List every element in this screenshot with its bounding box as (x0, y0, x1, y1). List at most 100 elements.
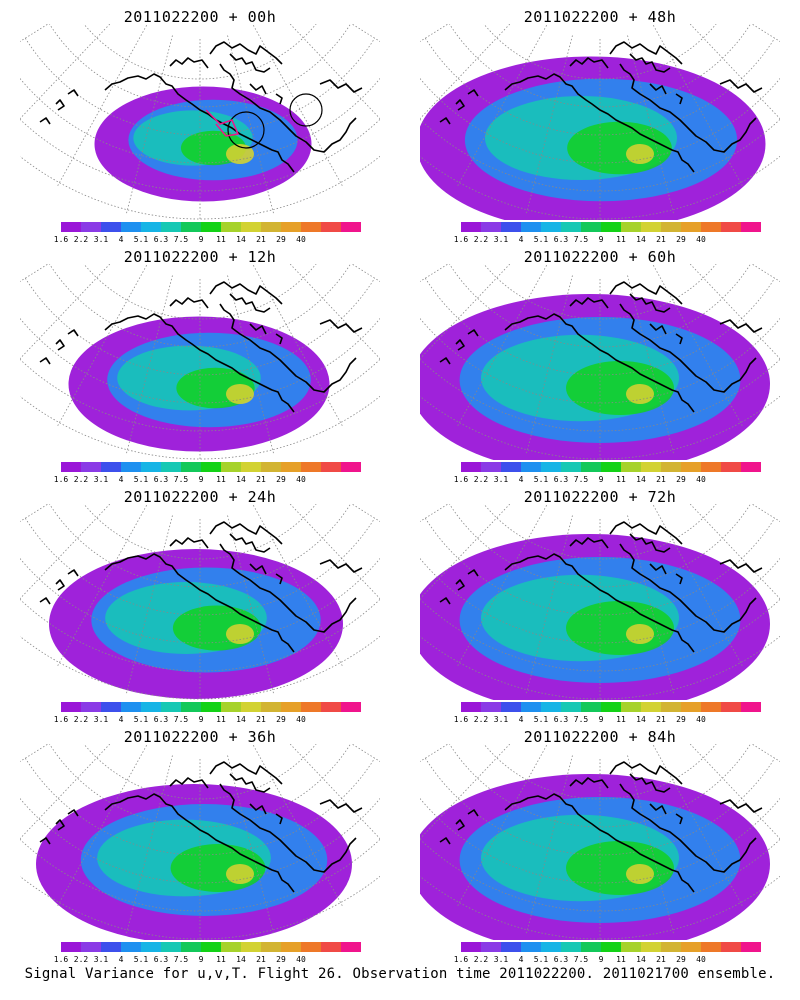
panel-title: 2011022200 + 48h (523, 8, 677, 26)
colorbar-swatch (61, 702, 81, 712)
colorbar-tick-label: 5.1 (533, 955, 549, 964)
colorbar-labels: 1.6 2.2 3.1 4 5.1 6.3 7.5 9 11 14 21 29 40 (454, 955, 761, 965)
colorbar-swatch (101, 462, 121, 472)
colorbar-tick-label: 14 (236, 955, 246, 964)
colorbar-tick-label: 40 (696, 955, 706, 964)
panel-title: 2011022200 + 12h (123, 248, 277, 266)
colorbar-tick-label: 40 (296, 955, 306, 964)
colorbar-tick-label: 4 (118, 955, 124, 964)
colorbar-swatch (161, 222, 181, 232)
polar-map (20, 504, 380, 700)
colorbar-swatch (61, 462, 81, 472)
panel-title: 2011022200 + 24h (123, 488, 277, 506)
colorbar-tick-label: 14 (236, 475, 246, 484)
colorbar (461, 222, 761, 232)
colorbar-swatch (721, 942, 741, 952)
colorbar-tick-label: 3.1 (93, 955, 109, 964)
colorbar-swatch (521, 222, 541, 232)
colorbar-tick-label: 1.6 (453, 955, 469, 964)
colorbar-tick-label: 7.5 (573, 955, 589, 964)
colorbar-tick-label: 29 (276, 235, 286, 244)
colorbar-swatch (741, 462, 761, 472)
colorbar-swatch (461, 942, 481, 952)
colorbar-tick-label: 21 (256, 475, 266, 484)
colorbar-swatch (141, 462, 161, 472)
colorbar-swatch (241, 702, 261, 712)
colorbar-tick-label: 5.1 (133, 955, 149, 964)
colorbar-tick-label: 6.3 (553, 475, 569, 484)
colorbar-swatch (261, 462, 281, 472)
colorbar-swatch (561, 942, 581, 952)
forecast-panel-36h: 2011022200 + 36h 1.6 2.2 3.1 4 5.1 6.3 7.5 9 11 1… (0, 720, 400, 964)
panel-title: 2011022200 + 84h (523, 728, 677, 746)
colorbar-tick-label: 29 (676, 235, 686, 244)
colorbar-tick-label: 11 (616, 235, 626, 244)
colorbar-swatch (261, 702, 281, 712)
colorbar-tick-label: 29 (276, 475, 286, 484)
colorbar-tick-label: 21 (256, 955, 266, 964)
colorbar-tick-label: 3.1 (93, 475, 109, 484)
colorbar-tick-label: 7.5 (573, 235, 589, 244)
polar-map (20, 24, 380, 220)
colorbar-swatch (241, 942, 261, 952)
colorbar-tick-label: 6.3 (553, 715, 569, 724)
colorbar-tick-label: 5.1 (133, 475, 149, 484)
colorbar-tick-label: 29 (276, 955, 286, 964)
colorbar-swatch (201, 222, 221, 232)
colorbar-swatch (701, 462, 721, 472)
colorbar-swatch (481, 462, 501, 472)
polar-map (420, 504, 780, 700)
colorbar-swatch (301, 702, 321, 712)
forecast-panel-00h: 2011022200 + 00h 1.6 2.2 3.1 4 5.1 6.3 7.5 9 11 1… (0, 0, 400, 244)
colorbar-tick-label: 4 (518, 235, 524, 244)
colorbar-swatch (561, 462, 581, 472)
colorbar-swatch (601, 942, 621, 952)
colorbar-swatch (661, 942, 681, 952)
colorbar-swatch (341, 702, 361, 712)
colorbar-tick-label: 1.6 (453, 715, 469, 724)
polar-map (20, 744, 380, 940)
colorbar-swatch (81, 942, 101, 952)
colorbar-tick-label: 9 (598, 715, 604, 724)
colorbar-swatch (121, 702, 141, 712)
colorbar-tick-label: 14 (236, 715, 246, 724)
colorbar-tick-label: 21 (656, 955, 666, 964)
colorbar-swatch (621, 942, 641, 952)
colorbar-tick-label: 4 (118, 475, 124, 484)
colorbar-tick-label: 7.5 (173, 475, 189, 484)
colorbar-swatch (221, 462, 241, 472)
colorbar-tick-label: 40 (696, 475, 706, 484)
colorbar-swatch (541, 702, 561, 712)
colorbar-swatch (281, 462, 301, 472)
colorbar-swatch (501, 942, 521, 952)
colorbar (61, 222, 361, 232)
figure-caption: Signal Variance for u,v,T. Flight 26. Ob… (24, 966, 776, 982)
colorbar-tick-label: 14 (636, 715, 646, 724)
colorbar-swatch (641, 222, 661, 232)
colorbar-tick-label: 29 (676, 475, 686, 484)
colorbar-swatch (701, 942, 721, 952)
polar-map (420, 24, 780, 220)
colorbar-tick-label: 6.3 (153, 955, 169, 964)
colorbar-swatch (181, 222, 201, 232)
colorbar-tick-label: 1.6 (453, 235, 469, 244)
colorbar-swatch (161, 942, 181, 952)
colorbar-tick-label: 3.1 (493, 955, 509, 964)
colorbar-tick-label: 11 (216, 955, 226, 964)
colorbar-swatch (741, 702, 761, 712)
colorbar-tick-label: 29 (676, 715, 686, 724)
colorbar-swatch (221, 942, 241, 952)
colorbar-tick-label: 1.6 (453, 475, 469, 484)
colorbar-swatch (141, 702, 161, 712)
colorbar-swatch (121, 222, 141, 232)
colorbar-tick-label: 21 (656, 715, 666, 724)
colorbar-swatch (661, 462, 681, 472)
colorbar-swatch (261, 222, 281, 232)
colorbar (61, 462, 361, 472)
colorbar-tick-label: 29 (676, 955, 686, 964)
colorbar-tick-label: 11 (216, 235, 226, 244)
colorbar-tick-label: 11 (216, 715, 226, 724)
colorbar-swatch (561, 222, 581, 232)
colorbar-swatch (641, 462, 661, 472)
colorbar-tick-label: 1.6 (53, 475, 69, 484)
